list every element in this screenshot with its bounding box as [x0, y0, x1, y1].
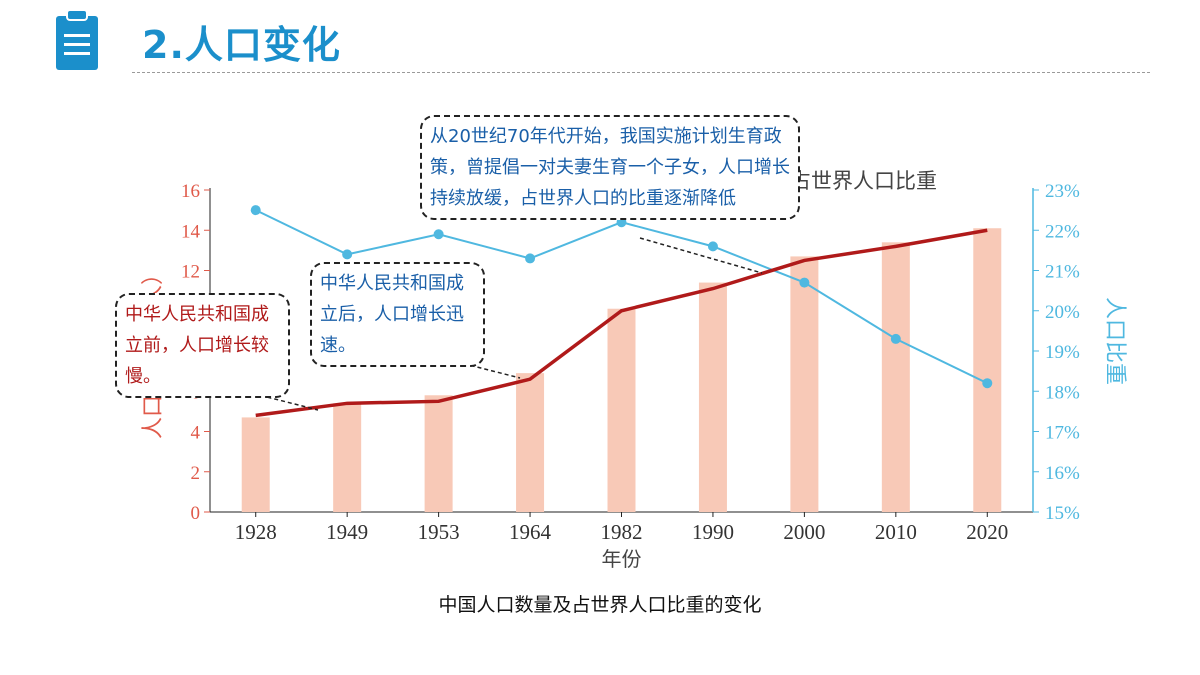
- population-bar: [973, 228, 1002, 513]
- left-tick-label: 16: [181, 181, 200, 202]
- right-tick-label: 21%: [1045, 262, 1080, 283]
- right-tick-label: 15%: [1045, 503, 1080, 524]
- right-tick-label: 17%: [1045, 423, 1080, 444]
- population-bar: [516, 373, 545, 512]
- right-tick-label: 18%: [1045, 382, 1080, 403]
- x-tick-label: 1964: [509, 520, 552, 544]
- population-line: [255, 228, 988, 418]
- callout-after-1949: 中华人民共和国成立后，人口增长迅速。: [310, 262, 485, 367]
- x-axis-label: 年份: [602, 547, 642, 571]
- right-tick-label: 20%: [1045, 302, 1080, 323]
- clipboard-list-icon: [56, 9, 98, 70]
- population-bar: [607, 308, 636, 512]
- x-tick-label: 1949: [326, 520, 368, 544]
- right-tick-label: 19%: [1045, 342, 1080, 363]
- population-bar: [333, 403, 362, 512]
- world-share-point: [525, 253, 536, 264]
- world-share-point: [707, 241, 718, 252]
- left-tick-label: 0: [191, 503, 201, 524]
- callout-before-1949: 中华人民共和国成立前，人口增长较慢。: [115, 293, 290, 398]
- left-tick-label: 2: [191, 463, 201, 484]
- page-title: 2.人口变化: [142, 23, 341, 67]
- x-tick-label: 1982: [601, 520, 643, 544]
- right-tick-label: 22%: [1045, 221, 1080, 242]
- x-tick-label: 2010: [875, 520, 917, 544]
- callout-pointer-3: [639, 237, 763, 274]
- x-tick-label: 1953: [418, 520, 460, 544]
- right-axis-label: 人口比重: [1102, 297, 1127, 385]
- x-tick-label: 1990: [692, 520, 734, 544]
- x-tick-label: 2000: [783, 520, 825, 544]
- world-share-point: [433, 229, 444, 240]
- x-tick-label: 2020: [966, 520, 1008, 544]
- population-bar: [698, 282, 727, 512]
- world-share-point: [799, 277, 810, 288]
- population-bar: [790, 256, 819, 512]
- world-share-point: [342, 249, 353, 260]
- left-tick-label: 12: [181, 262, 200, 283]
- callout-family-planning: 从20世纪70年代开始，我国实施计划生育政策，曾提倡一对夫妻生育一个子女，人口增…: [420, 115, 800, 220]
- left-tick-label: 4: [191, 423, 201, 444]
- left-tick-label: 14: [181, 221, 201, 242]
- population-bar: [881, 242, 910, 512]
- population-bar: [424, 395, 453, 512]
- chart-caption: 中国人口数量及占世界人口比重的变化: [438, 594, 762, 616]
- right-tick-label: 16%: [1045, 463, 1080, 484]
- right-tick-label: 23%: [1045, 181, 1080, 202]
- title-divider: [132, 72, 1150, 73]
- x-tick-label: 1928: [235, 520, 277, 544]
- legend-world-share: 占世界人口比重: [790, 169, 937, 193]
- world-share-point: [982, 378, 993, 389]
- population-bar: [241, 417, 270, 512]
- world-share-point: [890, 333, 901, 344]
- world-share-point: [250, 205, 261, 216]
